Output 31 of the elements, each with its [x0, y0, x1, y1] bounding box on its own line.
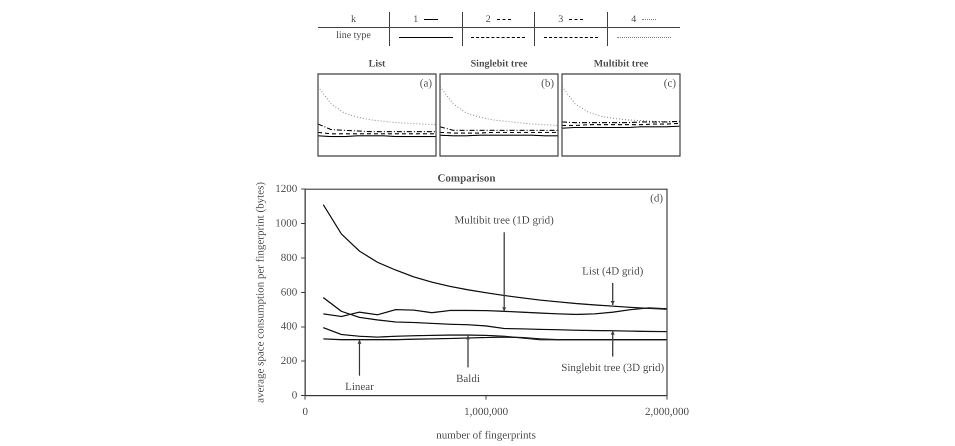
x-axis-title: number of fingerprints [436, 429, 536, 442]
legend-title: k [318, 12, 389, 28]
y-tick-label: 1200 [275, 183, 298, 196]
legend-label: 1 [413, 14, 418, 25]
y-tick-label: 200 [280, 355, 298, 368]
annotation: List (4D grid) [582, 265, 644, 278]
y-tick-label: 800 [280, 252, 298, 264]
y-tick-label: 1000 [275, 217, 298, 230]
annotation: (b) [541, 77, 554, 90]
chart-title: Singlebit tree [470, 58, 528, 70]
legend-label: 3 [558, 14, 564, 25]
annotation: (d) [650, 192, 664, 205]
chart-title: List [368, 58, 386, 70]
x-tick-label: 1,000,000 [464, 406, 509, 418]
text: line type [335, 29, 372, 43]
annotation: Multibit tree (1D grid) [454, 214, 554, 227]
annotation: Singlebit tree (3D grid) [561, 362, 665, 374]
x-tick-label: 2,000,000 [645, 406, 690, 418]
annotation: (c) [664, 77, 676, 90]
y-tick-label: 600 [280, 286, 298, 298]
y-tick-label: 400 [280, 320, 298, 333]
chart-title: Comparison [437, 172, 496, 184]
chart-title: Multibit tree [594, 58, 649, 70]
annotation: Linear [345, 381, 374, 394]
legend-label: 4 [631, 14, 636, 25]
y-tick-label: 0 [292, 389, 298, 402]
x-tick-label: 0 [302, 406, 308, 418]
annotation: Baldi [456, 372, 480, 385]
annotation: (a) [420, 77, 432, 90]
y-axis-title: average space consumption per fingerprint (bytes) [254, 182, 266, 403]
legend-label: 2 [486, 14, 491, 25]
